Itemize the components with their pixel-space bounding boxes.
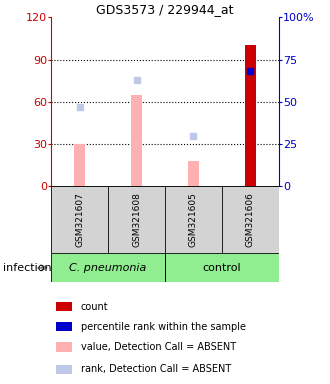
Text: rank, Detection Call = ABSENT: rank, Detection Call = ABSENT xyxy=(81,364,231,374)
Bar xyxy=(56,322,72,331)
Bar xyxy=(56,302,72,311)
Text: infection: infection xyxy=(3,263,52,273)
Text: GSM321608: GSM321608 xyxy=(132,192,141,247)
Text: value, Detection Call = ABSENT: value, Detection Call = ABSENT xyxy=(81,342,236,352)
Text: GSM321605: GSM321605 xyxy=(189,192,198,247)
Title: GDS3573 / 229944_at: GDS3573 / 229944_at xyxy=(96,3,234,16)
Bar xyxy=(131,95,142,186)
Bar xyxy=(75,144,85,186)
FancyBboxPatch shape xyxy=(51,253,165,282)
Text: count: count xyxy=(81,301,108,311)
Text: control: control xyxy=(203,263,241,273)
Text: C. pneumonia: C. pneumonia xyxy=(69,263,147,273)
Bar xyxy=(188,161,199,186)
Bar xyxy=(56,364,72,374)
Text: percentile rank within the sample: percentile rank within the sample xyxy=(81,322,246,332)
Text: GSM321606: GSM321606 xyxy=(246,192,255,247)
FancyBboxPatch shape xyxy=(51,186,279,253)
Bar xyxy=(56,343,72,352)
Bar xyxy=(245,45,255,186)
FancyBboxPatch shape xyxy=(165,253,279,282)
Text: GSM321607: GSM321607 xyxy=(75,192,84,247)
